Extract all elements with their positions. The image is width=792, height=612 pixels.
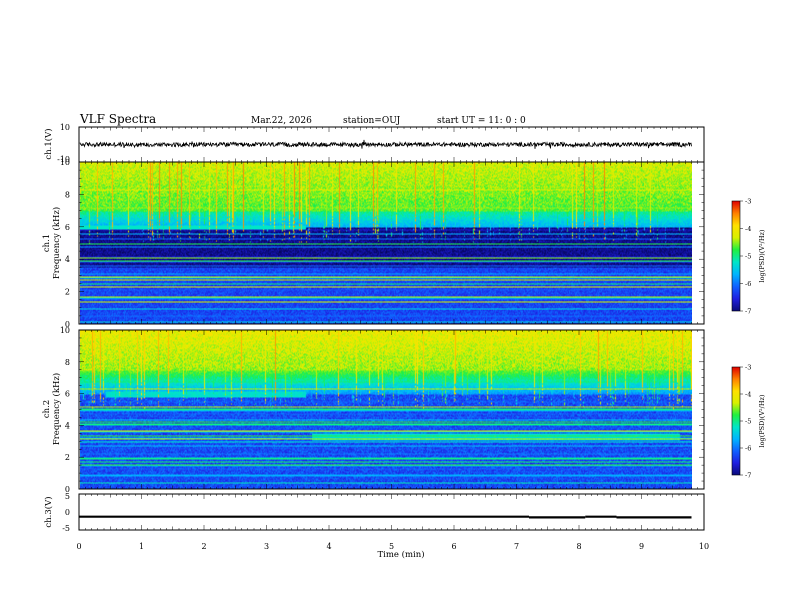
y-tick-label: 0 [65,320,70,329]
date-label: Mar.22, 2026 [251,116,312,126]
ch1-spectrogram-ylabel-channel: ch.1 [42,234,52,252]
colorbar-tick-label: -6 [745,445,751,453]
ch1-colorbar-gradient [731,200,741,312]
ch2-spectrogram-ylabel-channel: ch.2 [42,400,52,418]
x-tick-label: 2 [201,542,206,551]
x-tick-label: 4 [326,542,331,551]
colorbar-tick-label: -6 [745,280,751,288]
colorbar-tick-label: -3 [745,364,751,372]
x-axis-tick-labels: 0 1 2 3 4 5 6 7 8 9 10 [76,542,709,551]
ch1-spectrogram-ylabel-frequency: Frequency (kHz) [51,207,62,279]
ch1-colorbar-label: log(PSD)(V²/Hz) [758,229,766,282]
ch1-waveform-line [79,139,692,149]
colorbar-tick-label: -5 [745,253,751,261]
y-tick-label: 4 [65,255,70,264]
colorbar-tick-label: -5 [745,418,751,426]
colorbar-tick-label: -4 [745,391,751,399]
ch3-waveform-frame [78,493,705,531]
x-axis-label: Time (min) [377,549,424,560]
ch3-waveform-trace [79,515,692,519]
ch2-colorbar-label: log(PSD)(V²/Hz) [758,394,766,447]
start-time-label: start UT = 11: 0 : 0 [437,116,526,126]
ch3-waveform-ticks [78,494,705,530]
ch2-colorbar-ticks: -3 -4 -5 -6 -7 [740,364,751,480]
ch3-ytick-bottom: -5 [62,524,70,533]
y-tick-label: 6 [65,390,70,399]
ch2-spectrogram-ylabel-frequency: Frequency (kHz) [51,373,62,445]
x-tick-label: 0 [76,542,81,551]
ch3-waveform-ylabel: ch.3(V) [43,496,54,527]
ch1-spectrogram-yticks: 0 2 4 6 8 10 [60,158,704,329]
ch1-spectrogram-ticks [78,162,705,324]
station-label: station=OUJ [343,116,401,126]
colorbar-tick-label: -4 [745,225,751,233]
x-tick-label: 1 [139,542,144,551]
x-tick-label: 3 [264,542,269,551]
y-tick-label: 2 [65,288,70,297]
ch2-spectrogram-panel: 0 2 4 6 8 10 ch.2 Frequency (kHz) [42,326,705,494]
ch1-ytick-top: 10 [60,123,70,132]
ch1-colorbar-ticks: -3 -4 -5 -6 -7 [740,198,751,316]
ch1-colorbar: -3 -4 -5 -6 -7 log(PSD)(V²/Hz) [731,198,766,316]
x-tick-label: 5 [389,542,394,551]
ch1-spectrogram-panel: 0 2 4 6 8 10 ch.1 Frequency (kHz) [42,158,705,329]
x-tick-label: 9 [639,542,644,551]
y-tick-label: 4 [65,421,70,430]
ch1-waveform-trace [79,139,692,149]
y-tick-label: 8 [65,358,70,367]
x-tick-label: 10 [699,542,709,551]
ch3-waveform-panel: 5 0 -5 ch.3(V) [43,492,705,533]
y-tick-label: 8 [65,190,70,199]
ch2-spectrogram-yticks: 0 2 4 6 8 10 [60,326,704,494]
ch2-spectrogram-raster [80,330,692,489]
ch1-waveform-ylabel: ch.1(V) [43,128,54,159]
ch3-ytick-middle: 0 [65,508,70,517]
ch2-colorbar-gradient [731,366,741,476]
colorbar-tick-label: -7 [745,472,751,480]
colorbar-tick-label: -7 [745,308,751,316]
ch1-spectrogram-raster [80,162,692,324]
y-tick-label: 10 [60,158,70,167]
colorbar-tick-label: -3 [745,198,751,206]
y-tick-label: 10 [60,326,70,335]
y-tick-label: 6 [65,223,70,232]
ch1-ytick-bottom: -10 [57,155,70,164]
ch3-ytick-top: 5 [65,492,70,501]
x-tick-label: 6 [451,542,456,551]
ch2-spectrogram-ticks [78,330,705,489]
ch2-spectrogram-image [80,330,692,489]
ch2-colorbar: -3 -4 -5 -6 -7 log(PSD)(V²/Hz) [731,364,766,480]
ch1-spectrogram-image [80,162,692,324]
y-tick-label: 0 [65,485,70,494]
x-tick-label: 7 [514,542,519,551]
y-tick-label: 2 [65,453,70,462]
figure-title: VLF Spectra [79,112,156,126]
ch1-waveform-panel: 10 -10 ch.1(V) [43,123,705,164]
x-tick-label: 8 [576,542,581,551]
